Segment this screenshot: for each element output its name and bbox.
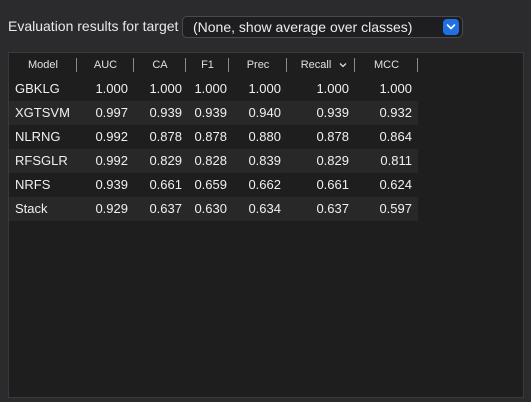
cell-model: GBKLG <box>15 81 60 96</box>
cell-f1: 0.878 <box>194 129 227 144</box>
cell-auc: 0.992 <box>95 129 128 144</box>
cell-ca: 1.000 <box>149 81 182 96</box>
cell-auc: 1.000 <box>95 81 128 96</box>
cell-ca: 0.637 <box>149 201 182 216</box>
cell-f1: 0.939 <box>194 105 227 120</box>
column-header-prec[interactable]: Prec <box>229 53 287 77</box>
chevron-down-icon[interactable] <box>443 19 459 35</box>
column-header-auc[interactable]: AUC <box>77 53 134 77</box>
cell-model: NRFS <box>15 177 51 192</box>
cell-recall: 1.000 <box>316 81 349 96</box>
cell-ca: 0.661 <box>149 177 182 192</box>
target-dropdown-value: (None, show average over classes) <box>193 19 413 35</box>
column-header-f1[interactable]: F1 <box>186 53 229 77</box>
column-header-mcc[interactable]: MCC <box>355 53 418 77</box>
table-row[interactable]: GBKLG 1.000 1.000 1.000 1.000 1.000 1.000 <box>9 77 418 101</box>
cell-auc: 0.992 <box>95 153 128 168</box>
target-dropdown[interactable]: (None, show average over classes) <box>182 16 463 38</box>
cell-recall: 0.878 <box>316 129 349 144</box>
cell-mcc: 1.000 <box>379 81 412 96</box>
column-separator[interactable] <box>185 58 186 72</box>
column-header-ca[interactable]: CA <box>134 53 186 77</box>
column-header-label: Prec <box>246 59 270 71</box>
cell-model: Stack <box>15 201 48 216</box>
cell-model: XGTSVM <box>15 105 70 120</box>
cell-f1: 1.000 <box>194 81 227 96</box>
cell-prec: 0.662 <box>248 177 281 192</box>
column-separator[interactable] <box>286 58 287 72</box>
cell-auc: 0.929 <box>95 201 128 216</box>
table-row[interactable]: NLRNG 0.992 0.878 0.878 0.880 0.878 0.864 <box>9 125 418 149</box>
cell-recall: 0.637 <box>316 201 349 216</box>
scroll-area[interactable] <box>515 53 523 397</box>
cell-f1: 0.828 <box>194 153 227 168</box>
column-header-label: CA <box>152 59 168 71</box>
cell-mcc: 0.624 <box>379 177 412 192</box>
column-header-label: Model <box>28 59 58 71</box>
column-separator[interactable] <box>76 58 77 72</box>
column-header-label: MCC <box>373 59 400 71</box>
column-header-recall[interactable]: Recall <box>287 53 355 77</box>
cell-prec: 0.634 <box>248 201 281 216</box>
cell-prec: 0.940 <box>248 105 281 120</box>
cell-auc: 0.997 <box>95 105 128 120</box>
cell-recall: 0.661 <box>316 177 349 192</box>
evaluation-results-table[interactable]: Model AUC CA F1 Prec Recall MCC GBKLG 1.000 1.00… <box>8 52 524 398</box>
target-label: Evaluation results for target <box>8 18 179 34</box>
column-separator[interactable] <box>228 58 229 72</box>
table-row[interactable]: RFSGLR 0.992 0.829 0.828 0.839 0.829 0.811 <box>9 149 418 173</box>
column-separator[interactable] <box>133 58 134 72</box>
cell-prec: 0.839 <box>248 153 281 168</box>
table-row[interactable]: Stack 0.929 0.637 0.630 0.634 0.637 0.597 <box>9 197 418 221</box>
cell-mcc: 0.932 <box>379 105 412 120</box>
column-separator[interactable] <box>354 58 355 72</box>
cell-model: RFSGLR <box>15 153 68 168</box>
column-header-label: Recall <box>300 59 332 71</box>
column-header-label: F1 <box>201 59 214 71</box>
cell-f1: 0.630 <box>194 201 227 216</box>
cell-recall: 0.939 <box>316 105 349 120</box>
cell-mcc: 0.811 <box>380 153 412 168</box>
cell-mcc: 0.864 <box>379 129 412 144</box>
cell-prec: 1.000 <box>248 81 281 96</box>
cell-model: NLRNG <box>15 129 61 144</box>
cell-mcc: 0.597 <box>379 201 412 216</box>
column-separator[interactable] <box>417 58 418 72</box>
target-selector-row: Evaluation results for target (None, sho… <box>0 0 531 52</box>
cell-prec: 0.880 <box>248 129 281 144</box>
column-header-label: AUC <box>93 59 118 71</box>
column-header-model[interactable]: Model <box>9 53 77 77</box>
cell-f1: 0.659 <box>194 177 227 192</box>
cell-ca: 0.878 <box>149 129 182 144</box>
table-row[interactable]: NRFS 0.939 0.661 0.659 0.662 0.661 0.624 <box>9 173 418 197</box>
cell-ca: 0.829 <box>149 153 182 168</box>
cell-ca: 0.939 <box>149 105 182 120</box>
cell-auc: 0.939 <box>95 177 128 192</box>
table-header: Model AUC CA F1 Prec Recall MCC <box>9 53 523 77</box>
table-row[interactable]: XGTSVM 0.997 0.939 0.939 0.940 0.939 0.932 <box>9 101 418 125</box>
cell-recall: 0.829 <box>316 153 349 168</box>
sort-descending-icon <box>339 63 347 68</box>
